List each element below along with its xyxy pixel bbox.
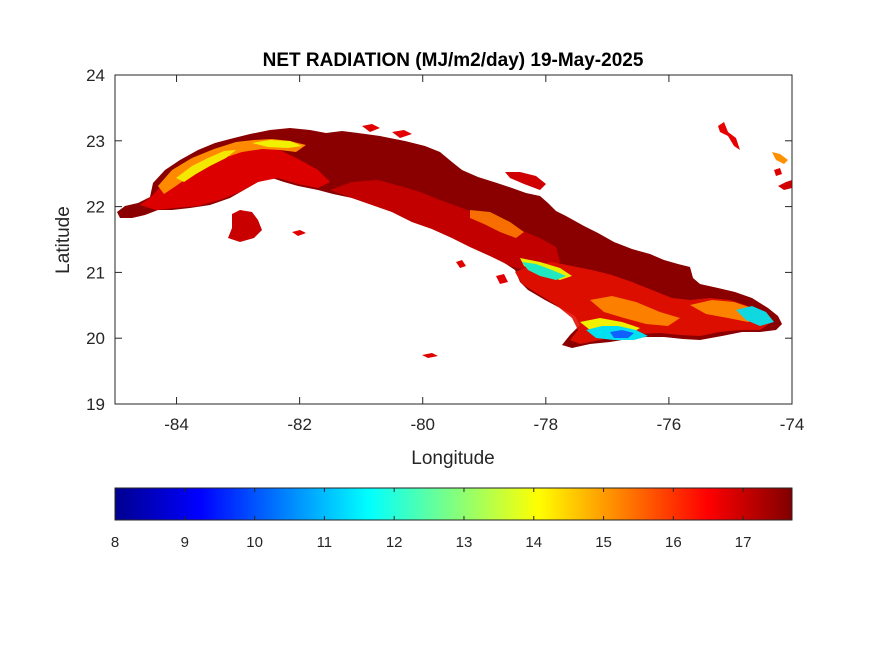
bahamas-cay-1 [718, 122, 740, 150]
x-tick-label: -74 [780, 415, 805, 434]
cay-south-2 [456, 260, 466, 268]
x-axis-label: Longitude [411, 448, 494, 469]
colorbar-ticks: 8 9 10 11 12 13 14 15 16 17 [111, 488, 752, 551]
y-tick-label: 23 [86, 132, 105, 151]
cay-north-2 [392, 130, 412, 138]
colorbar [114, 487, 793, 521]
plot-area [115, 75, 792, 404]
colorbar-tick-label: 16 [665, 534, 682, 551]
bahamas-cay-4 [774, 168, 782, 176]
y-tick-label: 20 [86, 329, 105, 348]
cay-north-1 [362, 124, 380, 132]
yellow-strip-north [252, 140, 302, 148]
cyan-spot-central [522, 262, 566, 280]
colorbar-tick-label: 8 [111, 534, 119, 551]
orange-patch-center [470, 210, 524, 238]
cay-south-3 [496, 274, 508, 284]
x-tick-label: -78 [534, 415, 559, 434]
y-tick-label: 24 [86, 66, 105, 85]
red-region-west [140, 144, 330, 210]
x-tick-label: -84 [164, 415, 189, 434]
y-tick-label: 19 [86, 395, 105, 414]
bahamas-cay-3 [778, 180, 792, 190]
red-region-center [330, 180, 560, 272]
colorbar-tick-label: 12 [386, 534, 403, 551]
colorbar-tick-label: 14 [525, 534, 542, 551]
isla-de-la-juventud [228, 210, 262, 242]
colorbar-tick-label: 9 [181, 534, 189, 551]
y-axis-ticks: 19 20 21 22 23 24 [86, 66, 792, 414]
x-tick-label: -80 [410, 415, 435, 434]
colorbar-tick-label: 15 [595, 534, 612, 551]
y-tick-label: 22 [86, 198, 105, 217]
colorbar-tick-label: 13 [456, 534, 473, 551]
colorbar-tick-label: 11 [317, 534, 333, 551]
x-tick-label: -76 [657, 415, 682, 434]
axes-box [114, 74, 793, 405]
cyan-spot-east [736, 306, 774, 326]
cay-north-3 [505, 172, 546, 190]
colorbar-tick-label: 17 [735, 534, 752, 551]
bahamas-cay-2 [772, 152, 788, 164]
x-axis-ticks: -84 -82 -80 -78 -76 -74 [164, 75, 804, 434]
colorbar-tick-label: 10 [246, 534, 263, 551]
blue-spot-sierra-maestra [610, 330, 634, 338]
y-tick-label: 21 [86, 263, 105, 282]
yellow-band-northwest [176, 150, 236, 182]
map-raster [117, 122, 792, 358]
cay-south-4 [422, 353, 438, 358]
orange-patch-south [590, 296, 680, 326]
map-title: NET RADIATION (MJ/m2/day) 19-May-2025 [263, 50, 644, 71]
red-region-east [515, 262, 772, 344]
y-axis-label: Latitude [53, 206, 74, 274]
cay-south-1 [292, 230, 306, 236]
x-tick-label: -82 [287, 415, 312, 434]
